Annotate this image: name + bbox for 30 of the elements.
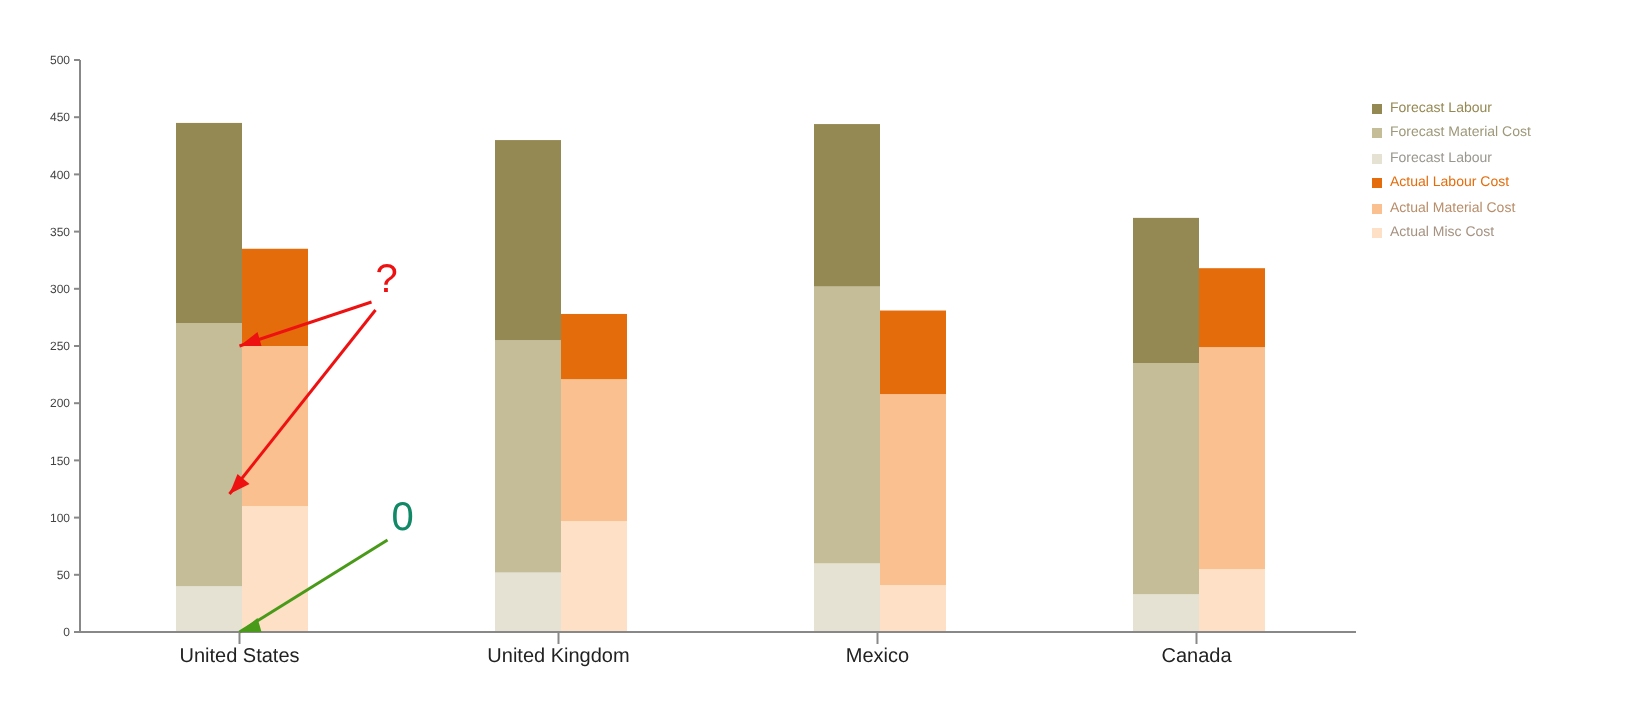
bar [1199, 268, 1265, 348]
x-tick-label: United States [179, 646, 300, 669]
bar [561, 521, 627, 632]
bar [1199, 569, 1265, 632]
bar [1199, 347, 1265, 570]
bar [880, 585, 946, 632]
bar [814, 286, 880, 564]
bar [242, 346, 308, 507]
bar [814, 563, 880, 632]
bar [176, 122, 242, 324]
bar [1133, 594, 1199, 632]
x-tick-label: United Kingdom [487, 646, 630, 669]
bar [176, 586, 242, 632]
bar [176, 323, 242, 587]
bar [1133, 217, 1199, 364]
annotation: 0 [391, 496, 414, 542]
bar [880, 310, 946, 395]
bar [495, 140, 561, 341]
bar [880, 394, 946, 586]
x-tick-label: Mexico [845, 646, 911, 669]
bar [495, 572, 561, 632]
bar [242, 248, 308, 346]
bar [561, 313, 627, 380]
bar [495, 340, 561, 573]
bar [814, 124, 880, 287]
bar [1133, 363, 1199, 595]
bar [242, 506, 308, 632]
bar [561, 379, 627, 522]
annotation: ? [375, 258, 398, 304]
x-tick-label: Canada [1161, 646, 1233, 669]
